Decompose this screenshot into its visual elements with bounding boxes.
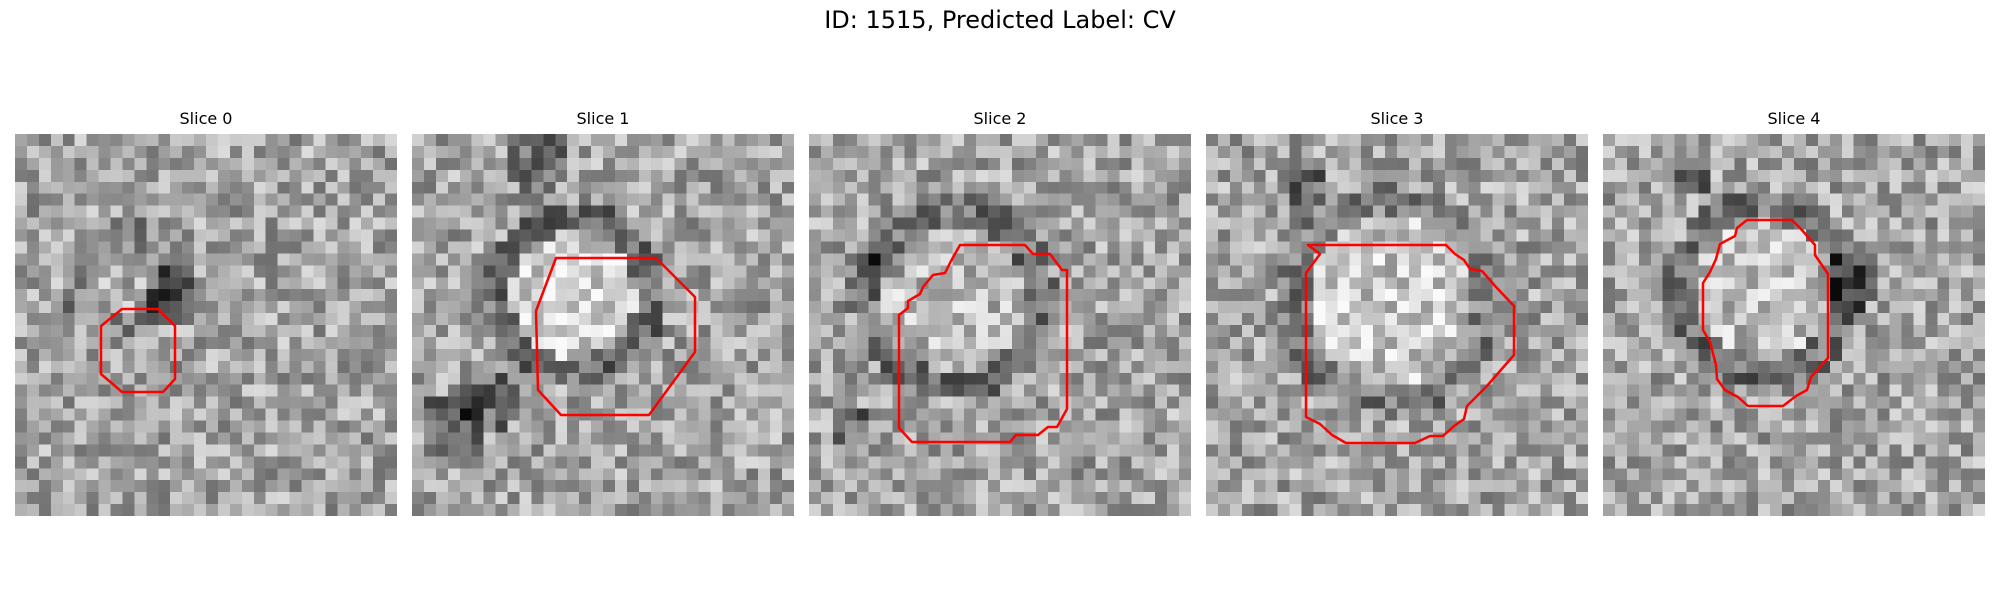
- contour-overlay-1: [412, 134, 794, 516]
- slice-panel-0: Slice 0: [15, 108, 397, 130]
- segmentation-contour-4: [1703, 220, 1828, 406]
- slice-title-0: Slice 0: [15, 108, 397, 130]
- slice-title-1: Slice 1: [412, 108, 794, 130]
- segmentation-contour-2: [899, 245, 1067, 442]
- slice-title-2: Slice 2: [809, 108, 1191, 130]
- slice-panel-2: Slice 2: [809, 108, 1191, 130]
- contour-overlay-0: [15, 134, 397, 516]
- slice-title-4: Slice 4: [1603, 108, 1985, 130]
- figure-title: ID: 1515, Predicted Label: CV: [0, 6, 2000, 34]
- segmentation-contour-1: [536, 258, 695, 415]
- contour-overlay-2: [809, 134, 1191, 516]
- contour-overlay-4: [1603, 134, 1985, 516]
- segmentation-contour-3: [1306, 245, 1514, 443]
- slice-panel-1: Slice 1: [412, 108, 794, 130]
- segmentation-contour-0: [101, 309, 175, 392]
- slice-title-3: Slice 3: [1206, 108, 1588, 130]
- slice-panel-3: Slice 3: [1206, 108, 1588, 130]
- contour-overlay-3: [1206, 134, 1588, 516]
- slice-panel-4: Slice 4: [1603, 108, 1985, 130]
